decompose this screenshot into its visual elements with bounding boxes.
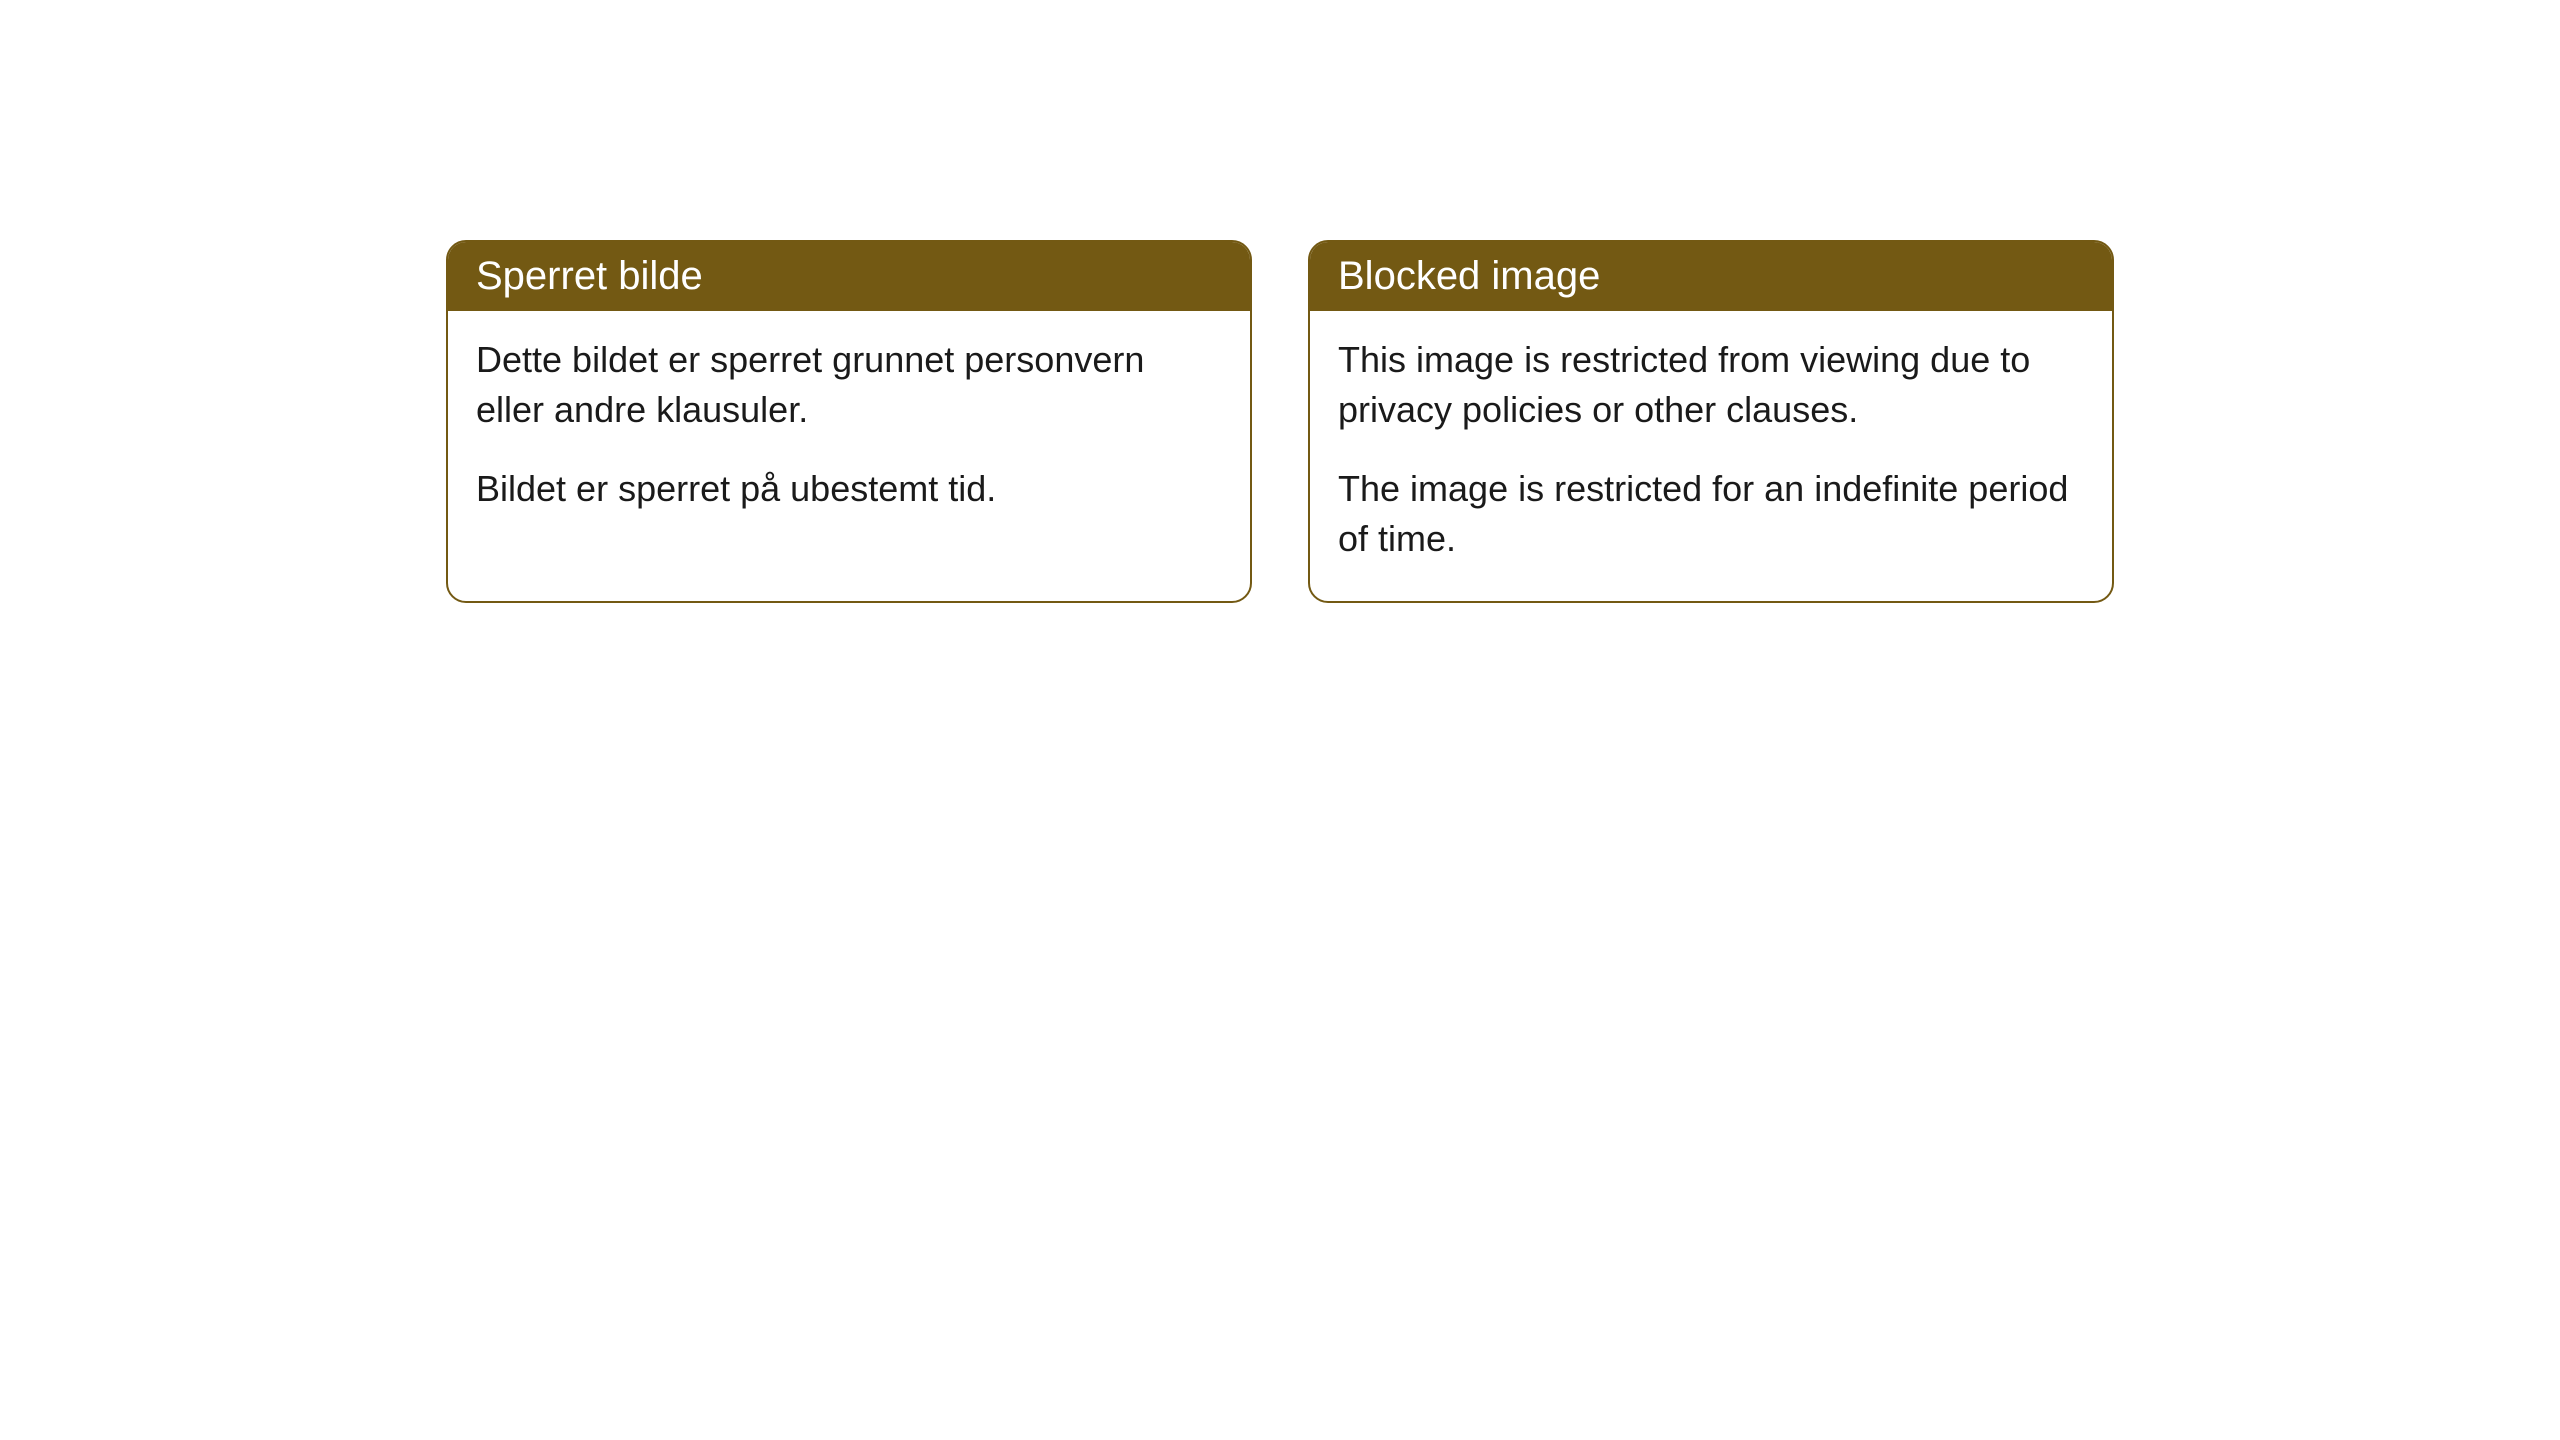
card-header-norwegian: Sperret bilde [448, 242, 1250, 311]
card-norwegian: Sperret bilde Dette bildet er sperret gr… [446, 240, 1252, 603]
card-body-norwegian: Dette bildet er sperret grunnet personve… [448, 311, 1250, 550]
card-title-norwegian: Sperret bilde [476, 254, 703, 298]
card-header-english: Blocked image [1310, 242, 2112, 311]
card-paragraph2-english: The image is restricted for an indefinit… [1338, 464, 2084, 565]
card-paragraph1-norwegian: Dette bildet er sperret grunnet personve… [476, 335, 1222, 436]
card-paragraph2-norwegian: Bildet er sperret på ubestemt tid. [476, 464, 1222, 514]
cards-container: Sperret bilde Dette bildet er sperret gr… [0, 240, 2560, 603]
card-paragraph1-english: This image is restricted from viewing du… [1338, 335, 2084, 436]
card-body-english: This image is restricted from viewing du… [1310, 311, 2112, 601]
card-english: Blocked image This image is restricted f… [1308, 240, 2114, 603]
card-title-english: Blocked image [1338, 254, 1600, 298]
